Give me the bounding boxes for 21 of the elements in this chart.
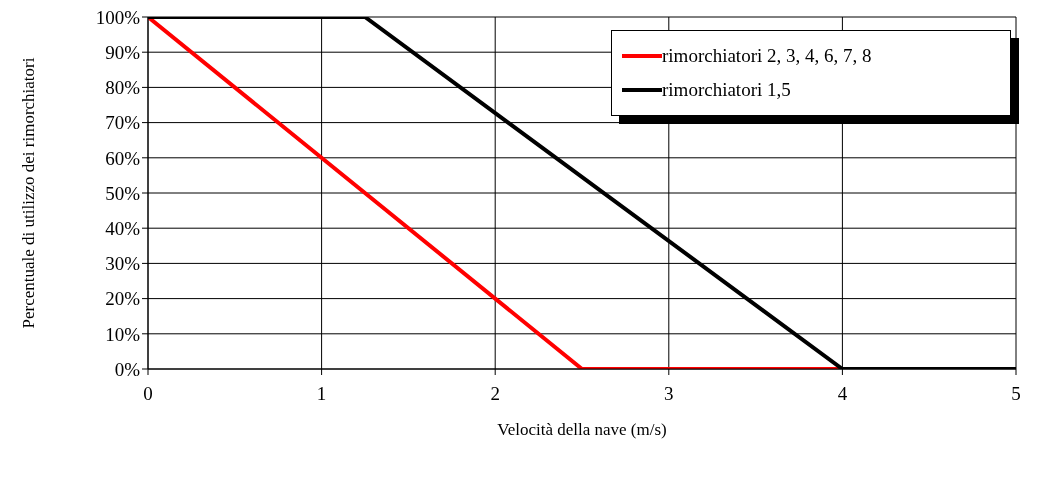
x-tick-label: 1	[316, 383, 327, 405]
legend-label: rimorchiatori 2, 3, 4, 6, 7, 8	[662, 44, 872, 68]
x-tick-label: 4	[837, 383, 848, 405]
legend-label: rimorchiatori 1,5	[662, 78, 791, 102]
x-axis-title: Velocità della nave (m/s)	[497, 420, 667, 439]
y-tick-label: 20%	[105, 288, 141, 310]
y-tick-label: 80%	[105, 77, 141, 99]
y-tick-label: 70%	[105, 112, 141, 134]
y-tick-label: 90%	[105, 41, 141, 63]
x-tick-label: 5	[1011, 383, 1021, 405]
y-axis-title: Percentuale di utilizzo dei rimorchiatori	[19, 57, 39, 329]
y-tick-label: 40%	[105, 217, 141, 239]
y-tick-label: 30%	[105, 253, 141, 275]
y-tick-label: 60%	[105, 147, 141, 169]
y-tick-label: 10%	[105, 323, 141, 345]
y-tick-label: 100%	[95, 6, 141, 28]
x-tick-label: 2	[490, 383, 500, 405]
x-tick-label: 3	[664, 383, 674, 405]
x-tick-label: 0	[143, 383, 153, 405]
y-tick-label: 0%	[114, 358, 141, 380]
y-tick-label: 50%	[105, 182, 141, 204]
